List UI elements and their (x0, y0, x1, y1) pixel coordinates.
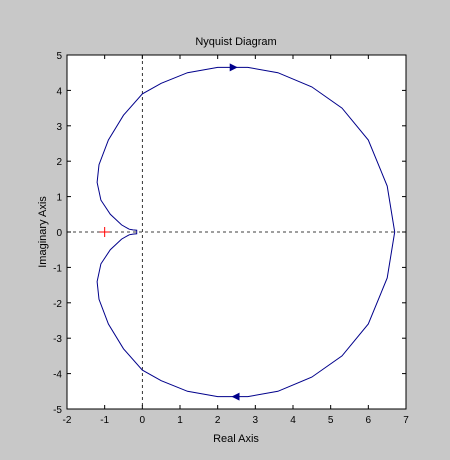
y-tick-label: 1 (56, 193, 62, 204)
x-tick-label: 3 (253, 415, 259, 426)
x-tick-label: -2 (63, 415, 72, 426)
direction-arrow (229, 63, 238, 72)
y-tick-label: 2 (56, 157, 62, 168)
y-tick-label: -1 (53, 263, 62, 274)
x-tick-label: 1 (177, 415, 183, 426)
x-tick-label: -1 (100, 415, 109, 426)
nyquist-curve (96, 66, 396, 398)
x-tick-label: 7 (403, 415, 409, 426)
x-tick-label: 5 (328, 415, 334, 426)
y-tick-label: -2 (53, 299, 62, 310)
x-tick-label: 4 (290, 415, 296, 426)
y-tick-label: 3 (56, 122, 62, 133)
y-tick-label: 0 (56, 228, 62, 239)
dashed-axes (67, 55, 406, 409)
x-tick-label: 6 (366, 415, 372, 426)
direction-arrow (231, 392, 240, 401)
markers-layer (99, 63, 240, 401)
series-layer (96, 66, 396, 398)
y-tick-label: 5 (56, 51, 62, 62)
x-axis-label: Real Axis (213, 433, 259, 445)
y-tick-label: -4 (53, 370, 62, 381)
y-tick-label: -5 (53, 405, 62, 416)
y-tick-label: 4 (56, 86, 62, 97)
y-tick-label: -3 (53, 334, 62, 345)
chart-title: Nyquist Diagram (195, 36, 276, 48)
axis-ticks: -2 -1 0 1 2 3 4 5 6 7 -5 -4 -3 -2 -1 0 1 2 3 4 5 (53, 51, 409, 426)
y-axis-label: Imaginary Axis (37, 196, 49, 268)
x-tick-label: 0 (140, 415, 146, 426)
x-tick-label: 2 (215, 415, 221, 426)
